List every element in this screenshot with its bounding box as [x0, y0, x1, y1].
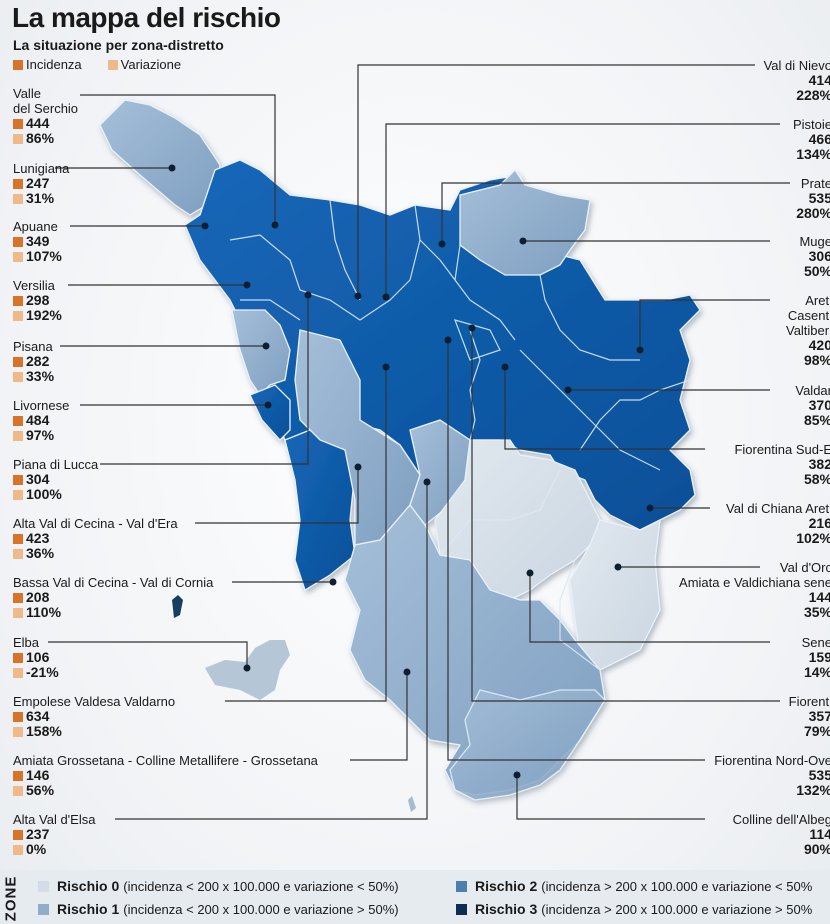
- variazione-icon: [13, 193, 23, 204]
- zone-pisana: [231, 309, 291, 397]
- page-subtitle: La situazione per zona-distretto: [13, 37, 224, 53]
- incidenza-icon: [13, 356, 23, 367]
- zone-bassa-cecina: [284, 429, 356, 591]
- incidenza-icon: [13, 474, 23, 485]
- incidenza-icon: [13, 652, 23, 663]
- variazione-icon: [13, 785, 23, 796]
- zone-senese: [434, 439, 601, 601]
- label-alta-val-elsa: Alta Val d'Elsa 237 0%: [13, 812, 96, 857]
- label-senese: Sene 159 14%: [801, 635, 830, 680]
- variazione-icon: [13, 607, 23, 618]
- variazione-icon: [13, 430, 23, 441]
- legend-variazione: Variazione: [107, 57, 181, 72]
- zone-rischio-1: Rischio 1 (incidenza < 200 x 100.000 e va…: [38, 901, 399, 917]
- zones-title: ZONE: [2, 875, 20, 922]
- legend-incidenza: Incidenza: [13, 57, 82, 72]
- label-lunigiana: Lunigiana 247 31%: [13, 161, 70, 206]
- incidenza-icon: [13, 711, 23, 722]
- value-legend: Incidenza Variazione: [13, 57, 181, 72]
- incidenza-swatch-icon: [13, 59, 23, 70]
- rischio-0-swatch-icon: [38, 880, 49, 892]
- incidenza-icon: [13, 829, 23, 840]
- label-bassa-val-cecina: Bassa Val di Cecina - Val di Cornia 208 …: [13, 575, 214, 620]
- label-colline-albegna: Colline dell'Albeg 114 90%: [732, 812, 830, 857]
- label-elba: Elba 106 -21%: [13, 635, 59, 680]
- label-alta-val-cecina: Alta Val di Cecina - Val d'Era 423 36%: [13, 516, 178, 561]
- zone-val-orcia: [569, 518, 661, 671]
- incidenza-icon: [13, 236, 23, 247]
- variazione-swatch-icon: [107, 59, 118, 70]
- zone-livornese: [249, 384, 291, 441]
- label-mugello: Muge 306 50%: [799, 234, 830, 279]
- zone-albegna: [449, 689, 606, 801]
- zones-legend: [0, 870, 830, 924]
- page-title: La mappa del rischio: [12, 2, 281, 33]
- incidenza-icon: [13, 178, 23, 189]
- rischio-3-swatch-icon: [456, 903, 467, 915]
- variazione-icon: [13, 489, 23, 500]
- zone-rischio-2: Rischio 2 (incidenza > 200 x 100.000 e va…: [456, 878, 812, 894]
- label-pisana: Pisana 282 33%: [13, 339, 55, 384]
- label-fiorentina: Fiorenti 357 79%: [788, 694, 830, 739]
- variazione-icon: [13, 133, 23, 144]
- incidenza-icon: [13, 295, 23, 306]
- incidenza-icon: [13, 118, 23, 129]
- label-pistoiese: Pistoie 466 134%: [792, 117, 830, 162]
- label-amiata-grossetana: Amiata Grossetana - Colline Metallifere …: [13, 753, 318, 798]
- label-empolese: Empolese Valdesa Valdarno 634 158%: [13, 694, 176, 739]
- incidenza-icon: [13, 770, 23, 781]
- label-versilia: Versilia 298 192%: [13, 278, 62, 323]
- label-piana-lucca: Piana di Lucca 304 100%: [13, 457, 99, 502]
- incidenza-icon: [13, 533, 23, 544]
- label-apuane: Apuane 349 107%: [13, 219, 62, 264]
- label-valdarno: Valdar 370 85%: [795, 383, 830, 428]
- zone-rischio-0: Rischio 0 (incidenza < 200 x 100.000 e va…: [38, 878, 399, 894]
- variazione-icon: [13, 251, 23, 262]
- variazione-icon: [13, 310, 23, 321]
- capraia-island: [172, 595, 183, 618]
- label-val-orcia: Val d'Orc Amiata e Valdichiana sene 144 …: [679, 560, 830, 620]
- variazione-icon: [13, 371, 23, 382]
- zone-mugello: [459, 168, 591, 276]
- label-val-di-chiana-aretina: Val di Chiana Areti 216 102%: [726, 501, 830, 546]
- rischio-1-swatch-icon: [38, 903, 49, 915]
- variazione-icon: [13, 844, 23, 855]
- rischio-2-swatch-icon: [456, 880, 467, 892]
- label-valle-serchio: Valle del Serchio 444 86%: [13, 86, 79, 146]
- variazione-icon: [13, 726, 23, 737]
- label-fiorentina-nord-ovest: Fiorentina Nord-Ove 535 132%: [714, 753, 830, 798]
- label-fiorentina-sud-est: Fiorentina Sud-E 382 58%: [734, 442, 830, 487]
- label-pratese: Prate 535 280%: [796, 176, 830, 221]
- variazione-icon: [13, 667, 23, 678]
- label-val-di-nievole: Val di Nievo 414 228%: [763, 58, 830, 103]
- zone-lunigiana: [99, 99, 221, 216]
- incidenza-icon: [13, 592, 23, 603]
- incidenza-icon: [13, 415, 23, 426]
- label-livornese: Livornese 484 97%: [13, 398, 70, 443]
- label-aretina-casentino: Areti Casenti Valtiberi 420 98%: [785, 293, 830, 368]
- variazione-icon: [13, 548, 23, 559]
- zone-rischio-3: Rischio 3 (incidenza > 200 x 100.000 e va…: [456, 901, 812, 917]
